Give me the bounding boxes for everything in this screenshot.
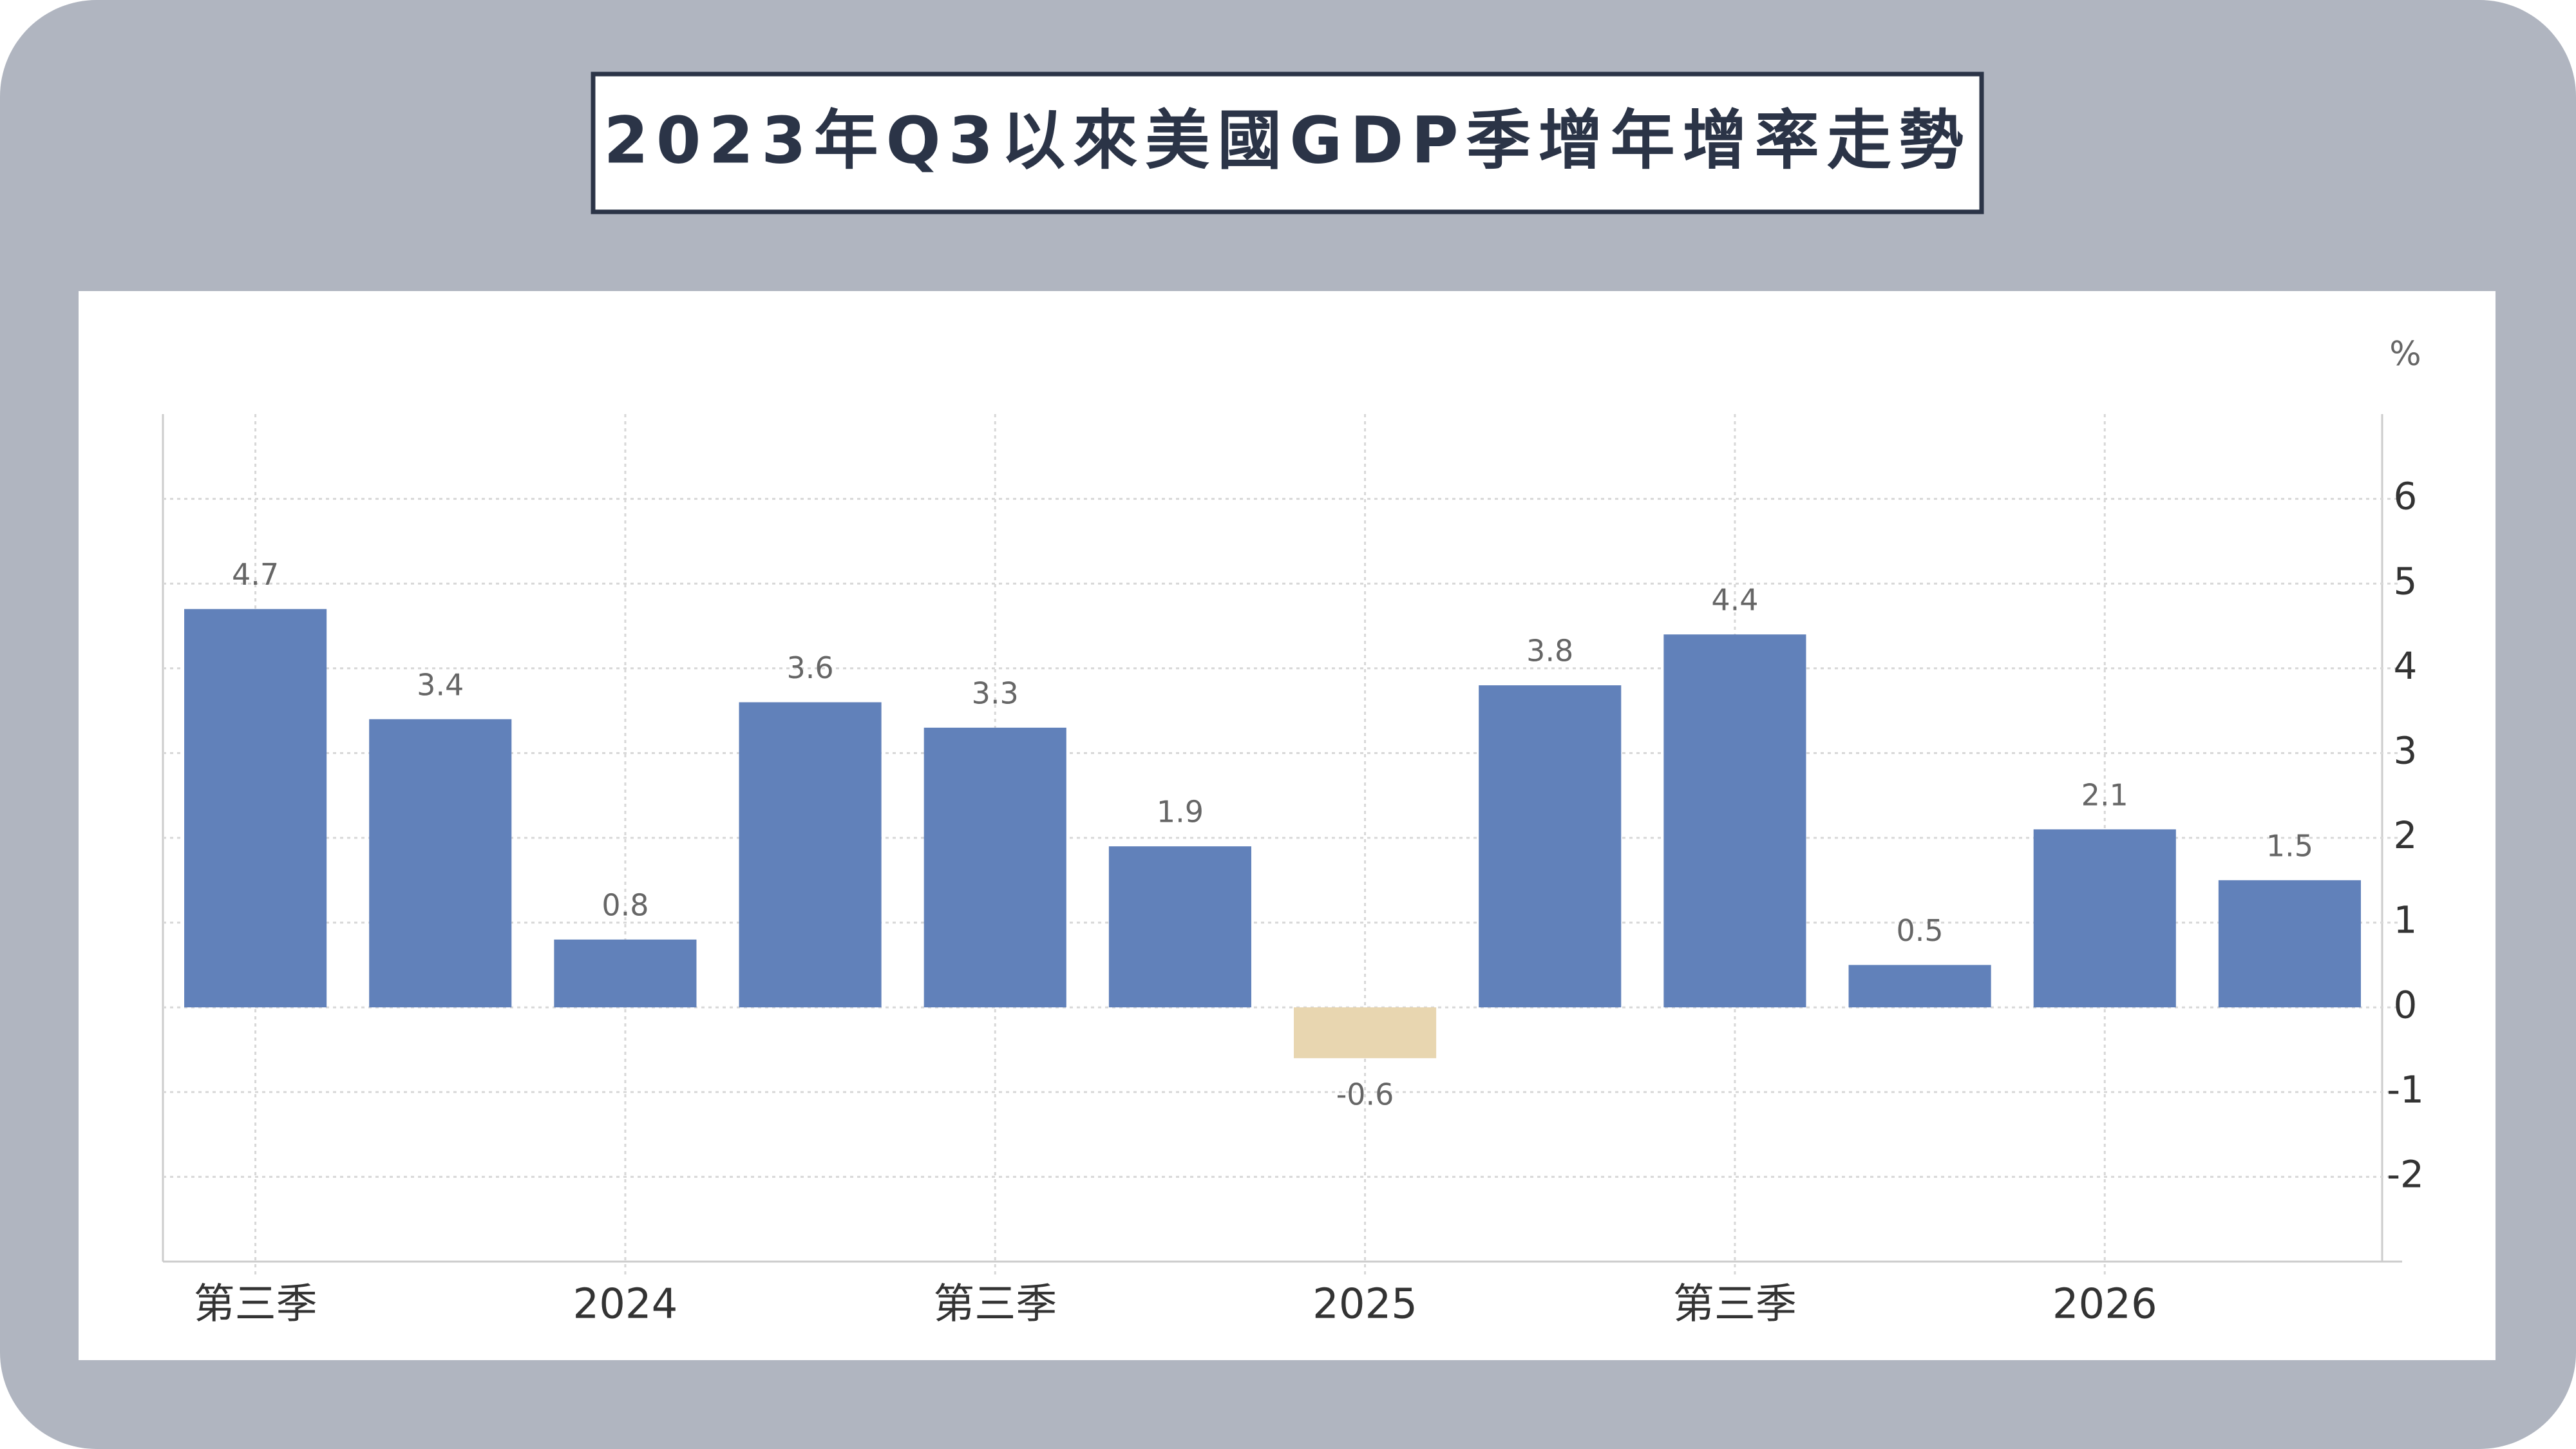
value-label: 0.5	[1897, 913, 1944, 948]
bar	[369, 719, 512, 1008]
unit-label: %	[2389, 335, 2421, 374]
y-tick-label: 6	[2394, 475, 2418, 518]
bar	[1294, 1007, 1437, 1059]
x-tick-label: 第三季	[1673, 1281, 1797, 1329]
value-label: 3.8	[1526, 634, 1573, 668]
y-tick-label: -1	[2387, 1068, 2424, 1112]
x-tick-label: 2026	[2052, 1281, 2157, 1329]
bar	[2033, 829, 2176, 1008]
bar	[1848, 965, 1991, 1008]
value-label: 0.8	[601, 887, 649, 922]
bar	[554, 939, 697, 1008]
value-label: 3.3	[972, 676, 1019, 710]
y-tick-label: 5	[2394, 559, 2418, 603]
x-tick-label: 2024	[573, 1281, 677, 1329]
title-box	[591, 71, 1984, 214]
value-label: 4.4	[1711, 583, 1758, 618]
y-tick-label: 4	[2394, 644, 2418, 688]
bar	[1108, 846, 1251, 1008]
bar	[184, 609, 327, 1008]
y-tick-label: 3	[2394, 729, 2418, 773]
bar	[1479, 685, 1622, 1008]
value-label: 1.9	[1157, 795, 1204, 829]
x-tick-label: 2025	[1312, 1281, 1417, 1329]
value-label: 4.7	[232, 557, 279, 592]
y-tick-label: -2	[2387, 1153, 2424, 1197]
bar	[1663, 634, 1806, 1008]
value-label: 3.4	[417, 667, 464, 702]
value-label: 2.1	[2081, 777, 2128, 812]
y-tick-label: 0	[2394, 983, 2418, 1027]
value-label: 1.5	[2266, 828, 2313, 863]
bar	[923, 727, 1066, 1008]
x-tick-label: 第三季	[933, 1281, 1057, 1329]
chart-title: 2023年Q3以來美國GDP季增年增率走勢	[603, 102, 1971, 178]
y-tick-label: 1	[2394, 898, 2418, 942]
bar	[2218, 880, 2361, 1008]
value-label: -0.6	[1336, 1077, 1394, 1112]
value-label: 3.6	[787, 650, 834, 685]
x-tick-label: 第三季	[194, 1281, 317, 1329]
bar	[739, 702, 882, 1008]
y-tick-label: 2	[2394, 813, 2418, 857]
